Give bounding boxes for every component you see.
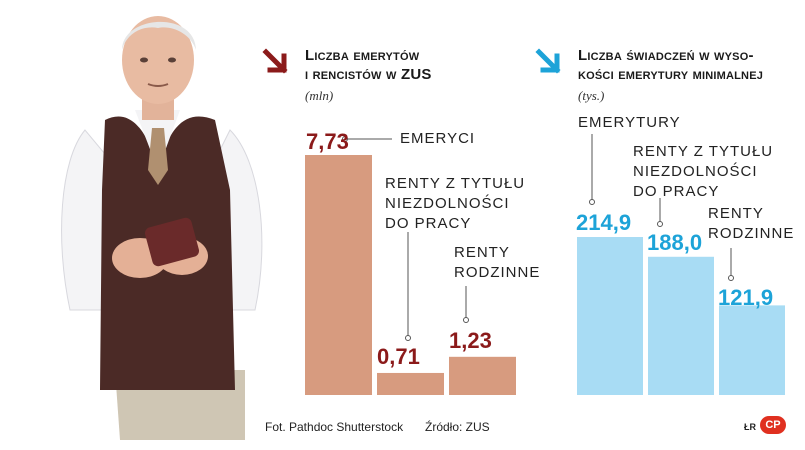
author-initials: ŁR bbox=[744, 422, 756, 432]
label-line: NIEZDOLNOŚCI bbox=[633, 163, 758, 180]
left-chart-title: Liczba emerytów i rencistów w ZUS bbox=[305, 46, 432, 84]
label-line: RODZINNE bbox=[454, 264, 541, 281]
label-line: RENTY Z TYTUŁU bbox=[385, 175, 526, 192]
bar-renty-nz-right bbox=[648, 256, 714, 395]
left-title-line1: Liczba emerytów bbox=[305, 47, 420, 64]
bar-renty-nz bbox=[377, 372, 444, 395]
label-line: DO PRACY bbox=[385, 215, 472, 232]
arrow-down-right-icon bbox=[262, 48, 288, 74]
label-line: NIEZDOLNOŚCI bbox=[385, 195, 510, 212]
label-line: RODZINNE bbox=[708, 225, 795, 242]
label-emerytury: EMERYTURY bbox=[578, 114, 681, 131]
label-renty-rodzinne-right: RENTY RODZINNE bbox=[708, 204, 794, 244]
source: Źródło: ZUS bbox=[425, 420, 490, 434]
label-emeryci: EMERYCI bbox=[400, 130, 476, 147]
photo-credit: Fot. Pathdoc Shutterstock bbox=[265, 420, 404, 434]
right-chart-unit: (tys.) bbox=[578, 88, 605, 103]
label-line: RENTY Z TYTUŁU bbox=[633, 143, 774, 160]
leader-dot bbox=[657, 221, 663, 227]
value-label-emeryci: 7,73 bbox=[306, 129, 349, 154]
right-chart-title: Liczba świadczeń w wyso- kości emerytury… bbox=[578, 46, 763, 84]
leader-dot bbox=[728, 275, 734, 281]
left-title-line2: i rencistów w ZUS bbox=[305, 66, 432, 83]
value-label-emerytury: 214,9 bbox=[576, 210, 632, 235]
leader-dot bbox=[405, 335, 411, 341]
cp-logo: CP bbox=[760, 416, 786, 434]
right-title-line2: kości emerytury minimalnej bbox=[578, 66, 764, 83]
left-chart-unit: (mln) bbox=[305, 88, 334, 103]
bar-renty-r bbox=[449, 356, 516, 395]
photo-elderly-man bbox=[61, 16, 263, 440]
label-line: RENTY bbox=[454, 244, 510, 261]
value-label-renty-r: 1,23 bbox=[449, 328, 492, 353]
label-renty-niezdolnosci: RENTY Z TYTUŁU NIEZDOLNOŚCI DO PRACY bbox=[385, 174, 525, 234]
value-label-renty-nz: 0,71 bbox=[377, 344, 420, 369]
label-renty-rodzinne: RENTY RODZINNE bbox=[454, 243, 540, 283]
value-label-renty-r-right: 121,9 bbox=[718, 285, 774, 310]
leader-dot bbox=[463, 317, 469, 323]
bar-emeryci bbox=[305, 155, 372, 395]
bar-emerytury bbox=[577, 237, 643, 395]
label-line: DO PRACY bbox=[633, 183, 720, 200]
bar-renty-r-right bbox=[719, 305, 785, 395]
value-label-renty-nz-right: 188,0 bbox=[647, 230, 703, 255]
label-renty-niezdolnosci-right: RENTY Z TYTUŁU NIEZDOLNOŚCI DO PRACY bbox=[633, 142, 773, 202]
label-line: RENTY bbox=[708, 205, 764, 222]
arrow-down-right-icon bbox=[535, 48, 561, 74]
leader-dot bbox=[589, 199, 595, 205]
leader-dot bbox=[342, 136, 348, 142]
right-title-line1: Liczba świadczeń w wyso- bbox=[578, 47, 754, 64]
